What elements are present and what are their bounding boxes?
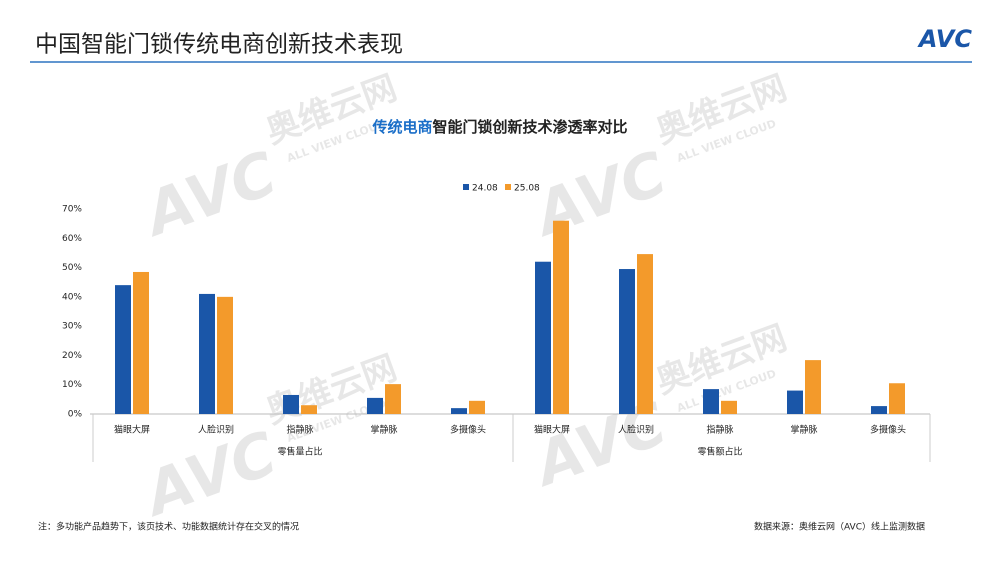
bar [871, 406, 887, 414]
y-tick-label: 40% [62, 292, 82, 302]
bar [721, 400, 737, 414]
bar [451, 408, 467, 414]
chart-title-rest: 智能门锁创新技术渗透率对比 [433, 118, 628, 136]
chart-title-highlight: 传统电商 [371, 118, 432, 136]
legend-label: 25.08 [514, 184, 540, 194]
x-tick-label: 人脸识别 [618, 424, 654, 436]
legend-swatch [463, 184, 469, 190]
y-tick-label: 50% [62, 263, 82, 273]
bar [301, 405, 317, 414]
x-tick-label: 猫眼大屏 [114, 424, 150, 436]
bar [703, 389, 719, 414]
bar [133, 271, 149, 414]
legend-swatch [505, 184, 511, 190]
y-tick-label: 10% [62, 380, 82, 390]
bar [553, 220, 569, 414]
chart-title: 传统电商智能门锁创新技术渗透率对比 [371, 118, 627, 136]
x-tick-label: 指静脉 [286, 424, 313, 436]
logo: AVC [917, 25, 973, 53]
y-tick-label: 0% [68, 410, 83, 420]
x-tick-label: 多摄像头 [870, 424, 906, 436]
page-title: 中国智能门锁传统电商创新技术表现 [35, 32, 403, 58]
y-tick-label: 20% [62, 351, 82, 361]
x-tick-label: 指静脉 [706, 424, 733, 436]
y-tick-label: 70% [62, 205, 82, 215]
bar [889, 383, 905, 414]
x-tick-label: 猫眼大屏 [534, 424, 570, 436]
legend-label: 24.08 [472, 184, 498, 194]
bar [283, 394, 299, 414]
bar [787, 390, 803, 414]
x-tick-label: 人脸识别 [198, 424, 234, 436]
bar [619, 269, 635, 414]
bar [535, 261, 551, 414]
y-tick-label: 60% [62, 234, 82, 244]
group-label: 零售量占比 [277, 446, 322, 458]
y-tick-label: 30% [62, 322, 82, 332]
source: 数据来源：奥维云网（AVC）线上监测数据 [754, 521, 925, 533]
bar [469, 400, 485, 414]
x-tick-label: 掌静脉 [790, 424, 817, 436]
bar [199, 293, 215, 414]
bar [217, 296, 233, 414]
bar [637, 254, 653, 414]
bar [805, 360, 821, 414]
bar [385, 384, 401, 414]
bar [115, 285, 131, 414]
x-tick-label: 多摄像头 [450, 424, 486, 436]
footnote: 注：多功能产品趋势下，该页技术、功能数据统计存在交叉的情况 [38, 521, 299, 533]
group-label: 零售额占比 [697, 446, 742, 458]
x-tick-label: 掌静脉 [370, 424, 397, 436]
bar [367, 397, 383, 414]
